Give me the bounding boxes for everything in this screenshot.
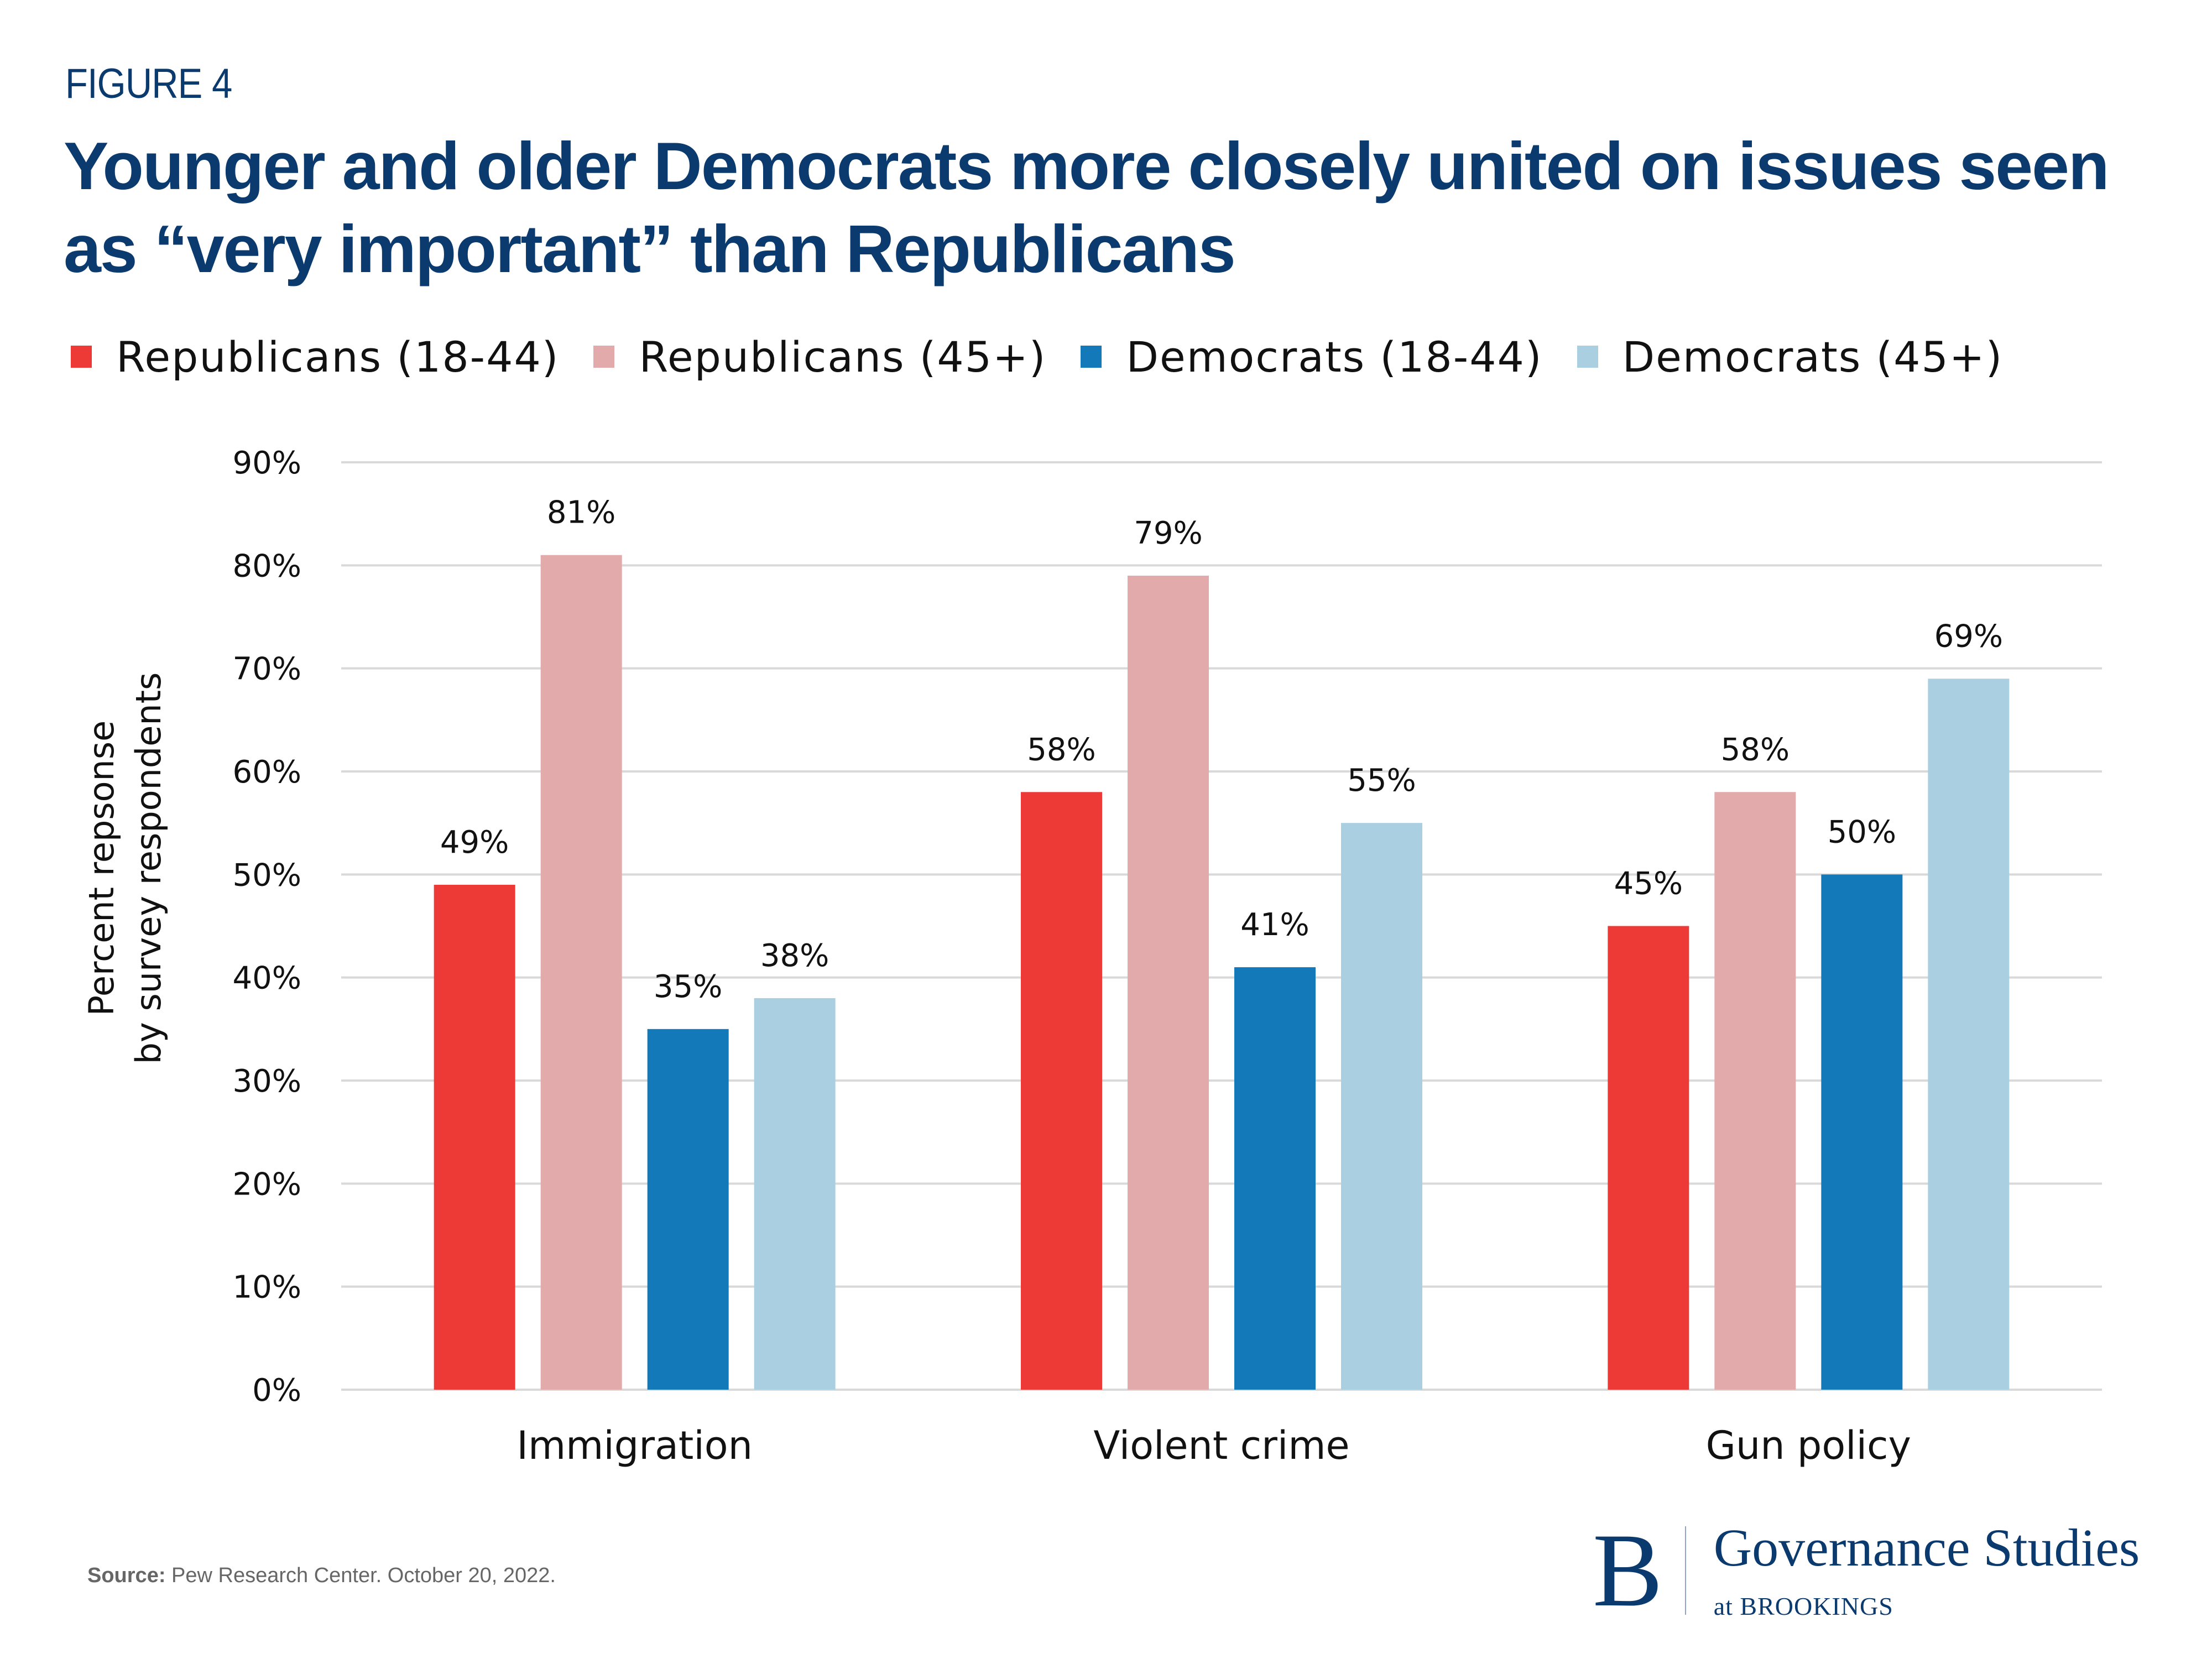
chart-title: Younger and older Democrats more closely… (64, 128, 2110, 286)
legend-swatch (71, 346, 92, 368)
value-label: 79% (1134, 515, 1202, 551)
source-label: Source: (87, 1564, 166, 1587)
logo-letter: B (1593, 1512, 1663, 1629)
legend-item-republicans-45-plus: Republicans (45+) (593, 332, 1046, 382)
legend-swatch (593, 346, 615, 368)
value-labels: 49% 81% 35% 38% 58% 79% 41% 55% 45% 58% 50% 69% (440, 495, 2003, 1005)
value-label: 58% (1721, 732, 1790, 768)
legend-item-republicans-18-44: Republicans (18-44) (71, 332, 559, 382)
source-note: Source: Pew Research Center. October 20,… (87, 1564, 556, 1588)
category-label: Gun policy (1706, 1423, 1911, 1468)
value-label: 35% (654, 969, 722, 1005)
legend-swatch (1081, 346, 1102, 368)
brookings-logo: B Governance Studies at BROOKINGS (1593, 1515, 2140, 1626)
legend-swatch (1577, 346, 1598, 368)
legend-item-democrats-18-44: Democrats (18-44) (1081, 332, 1542, 382)
value-label: 41% (1240, 907, 1309, 943)
category-labels: Immigration Violent crime Gun policy (517, 1423, 1911, 1468)
bar (434, 884, 515, 1390)
bar (1608, 926, 1689, 1390)
bar (540, 555, 622, 1390)
value-label: 50% (1828, 814, 1896, 850)
y-axis-label-line-2: by survey respondents (128, 672, 169, 1065)
y-tick-label: 40% (233, 961, 301, 997)
y-tick-label: 0% (252, 1373, 301, 1408)
y-tick-label: 20% (233, 1166, 301, 1202)
y-axis-ticks: 0% 10% 20% 30% 40% 50% 60% 70% 80% 90% (233, 445, 301, 1408)
value-label: 69% (1934, 618, 2003, 654)
legend-label: Democrats (18-44) (1126, 332, 1543, 382)
bar (754, 998, 836, 1390)
logo-sub-text: at BROOKINGS (1713, 1592, 1893, 1620)
y-tick-label: 70% (233, 651, 301, 687)
y-tick-label: 30% (233, 1063, 301, 1099)
category-label: Immigration (517, 1423, 753, 1468)
bars (434, 555, 2010, 1390)
legend-label: Democrats (45+) (1622, 332, 2004, 382)
gridlines (341, 461, 2102, 1391)
bar (1821, 874, 1903, 1390)
y-tick-label: 10% (233, 1270, 301, 1306)
source-text: Pew Research Center. October 20, 2022. (165, 1564, 556, 1587)
value-label: 81% (547, 495, 615, 531)
legend-label: Republicans (45+) (639, 332, 1047, 382)
bar (647, 1029, 729, 1390)
logo-text: Governance Studies at BROOKINGS (1714, 1520, 2140, 1621)
value-label: 55% (1347, 763, 1416, 799)
bar (1714, 792, 1796, 1390)
category-label: Violent crime (1093, 1423, 1349, 1468)
y-tick-label: 90% (233, 445, 301, 481)
legend-label: Republicans (18-44) (116, 332, 560, 382)
value-label: 49% (440, 825, 509, 860)
bar (1341, 823, 1422, 1390)
bar (1128, 575, 1209, 1390)
value-label: 45% (1614, 866, 1683, 902)
bar (1021, 792, 1102, 1390)
y-axis-label-line-1: Percent repsonse (81, 721, 122, 1016)
bar (1928, 679, 2010, 1390)
y-tick-label: 50% (233, 857, 301, 893)
value-label: 58% (1027, 732, 1095, 768)
figure-label: FIGURE 4 (65, 60, 232, 107)
y-tick-label: 80% (233, 548, 301, 584)
legend: Republicans (18-44) Republicans (45+) De… (71, 326, 2037, 387)
bar (1234, 967, 1316, 1390)
legend-item-democrats-45-plus: Democrats (45+) (1577, 332, 2004, 382)
y-tick-label: 60% (233, 754, 301, 790)
logo-main-text: Governance Studies (1713, 1518, 2140, 1578)
value-label: 38% (760, 938, 829, 974)
logo-divider (1684, 1526, 1686, 1615)
